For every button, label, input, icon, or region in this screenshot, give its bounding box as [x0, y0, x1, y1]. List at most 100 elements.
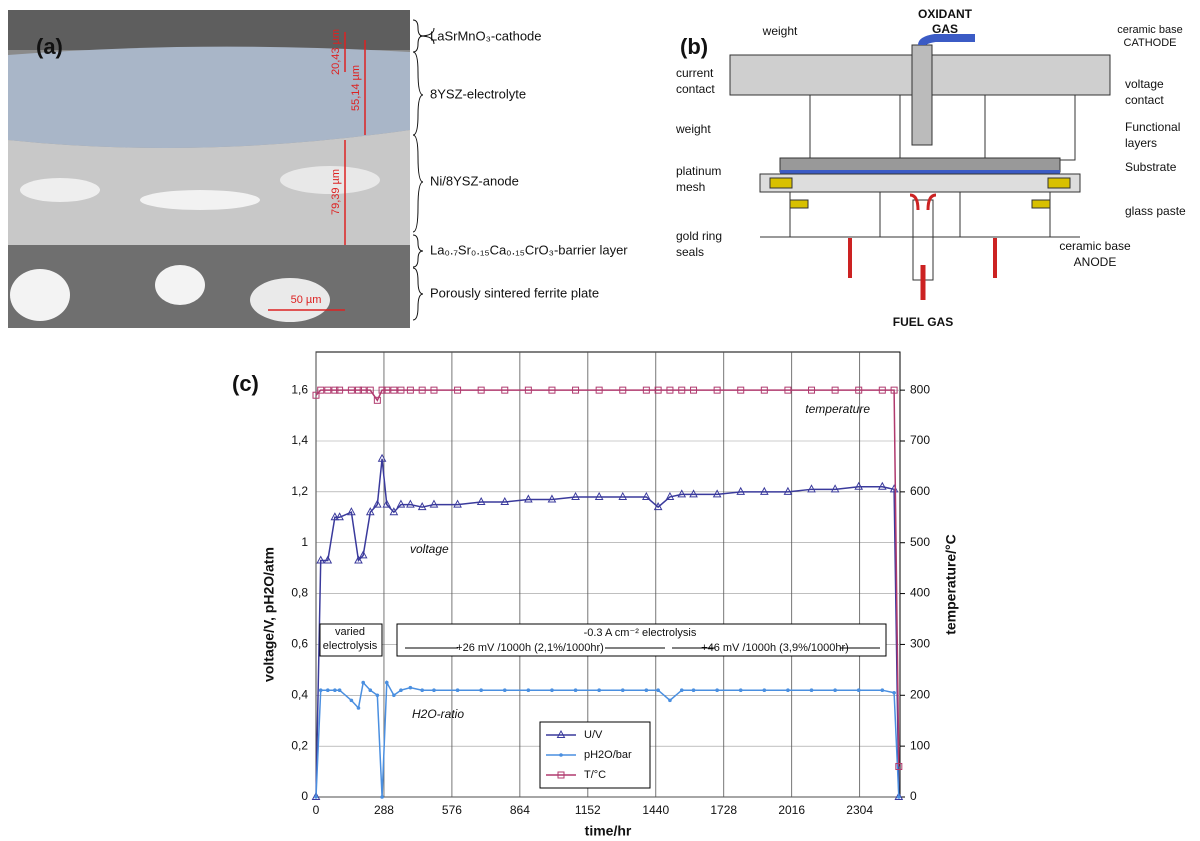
- point-marker: [715, 688, 719, 692]
- point-marker: [477, 386, 485, 394]
- annotation-box: [396, 623, 887, 657]
- point-marker: [383, 386, 391, 394]
- point-marker: [453, 499, 462, 508]
- y2-tick-label: 700: [910, 433, 930, 447]
- point-marker: [318, 688, 323, 692]
- point-marker: [399, 688, 403, 692]
- point-marker: [502, 688, 507, 692]
- point-marker: [365, 507, 375, 516]
- point-marker: [408, 685, 413, 690]
- point-marker: [396, 499, 406, 508]
- point-marker: [373, 499, 382, 508]
- point-marker: [312, 391, 320, 399]
- y2-tick-label: 400: [910, 586, 930, 600]
- diagram-label: contact: [676, 82, 715, 96]
- point-marker: [336, 386, 344, 394]
- x-tick-label: 864: [510, 803, 530, 817]
- point-marker: [524, 494, 533, 503]
- diagram-label: CATHODE: [1124, 37, 1177, 49]
- point-marker: [597, 688, 601, 692]
- point-marker: [642, 491, 651, 500]
- layer-label: La₀.₇Sr₀.₁₅Ca₀.₁₅CrO₃-barrier layer: [430, 242, 628, 257]
- layer-label: Ni/8YSZ-anode: [430, 173, 519, 188]
- point-marker: [618, 491, 628, 500]
- point-marker: [347, 507, 356, 516]
- point-marker: [380, 795, 384, 799]
- diagram-label: weight: [762, 24, 798, 38]
- point-marker: [678, 386, 686, 394]
- point-marker: [384, 680, 389, 685]
- measurement: 20,43 µm: [330, 29, 342, 75]
- diagram-label: mesh: [676, 180, 705, 194]
- point-marker: [594, 491, 604, 500]
- x-tick-label: 576: [442, 803, 462, 817]
- series-line: [315, 679, 900, 798]
- point-marker: [406, 386, 414, 394]
- legend-marker: [559, 753, 563, 757]
- point-marker: [500, 496, 510, 506]
- x-tick-label: 1440: [642, 803, 669, 817]
- point-marker: [760, 386, 768, 394]
- diagram-label: glass paste: [1125, 204, 1186, 218]
- annotation: H2O-ratio: [412, 707, 464, 721]
- point-marker: [712, 489, 722, 498]
- point-marker: [430, 386, 438, 394]
- point-marker: [595, 386, 603, 394]
- point-marker: [359, 386, 367, 394]
- diagram-label: seals: [676, 245, 704, 259]
- point-marker: [501, 386, 509, 394]
- diagram-label: Substrate: [1125, 160, 1177, 174]
- point-marker: [762, 688, 767, 692]
- x-tick-label: 2016: [778, 803, 805, 817]
- point-marker: [476, 496, 486, 506]
- x-tick-label: 1728: [710, 803, 737, 817]
- point-marker: [691, 688, 696, 692]
- y2-tick-label: 0: [910, 789, 917, 803]
- point-marker: [572, 386, 580, 394]
- diagram-label: GAS: [932, 22, 958, 36]
- y2-tick-label: 100: [910, 738, 930, 752]
- x-tick-label: 1152: [575, 803, 601, 817]
- chart: 0 0,2 0,4 0,6 0,8 1 1,2 1,4 1,6 0 100 200 300 400 500 6…: [261, 351, 959, 839]
- point-marker: [382, 499, 392, 508]
- diagram-label: ANODE: [1074, 255, 1117, 269]
- point-marker: [759, 486, 769, 495]
- diagram-label: ceramic base: [1117, 24, 1182, 36]
- point-marker: [349, 698, 354, 703]
- point-marker: [390, 386, 398, 394]
- y-tick-label: 0: [301, 789, 308, 803]
- point-marker: [429, 499, 439, 508]
- diagram-label: FUEL GAS: [893, 315, 953, 329]
- point-marker: [347, 386, 355, 394]
- micrograph: [8, 10, 410, 328]
- diagram-label: gold ring: [676, 229, 722, 243]
- point-marker: [366, 386, 374, 394]
- point-marker: [389, 507, 399, 516]
- point-marker: [354, 555, 363, 564]
- point-marker: [324, 386, 332, 394]
- point-marker: [524, 386, 532, 394]
- point-marker: [737, 386, 745, 394]
- annotation: -0.3 A cm⁻² electrolysis: [584, 627, 697, 639]
- point-marker: [333, 688, 337, 692]
- y-tick-label: 0,4: [291, 687, 308, 701]
- y-tick-label: 0,2: [291, 738, 308, 752]
- y-tick-label: 1,4: [291, 433, 308, 447]
- point-marker: [361, 680, 365, 685]
- point-marker: [406, 499, 415, 508]
- measurement: 50 µm: [291, 294, 322, 306]
- annotation-box: [319, 623, 383, 657]
- point-marker: [665, 491, 675, 500]
- point-marker: [619, 386, 627, 394]
- layer-label: LaSrMnO₃-cathode: [430, 28, 542, 43]
- legend-label: U/V: [584, 729, 603, 741]
- diagram-label: current: [676, 66, 714, 80]
- layer-label: Porously sintered ferrite plate: [430, 285, 599, 300]
- diagram-label: platinum: [676, 164, 721, 178]
- point-marker: [479, 688, 483, 692]
- point-marker: [550, 688, 554, 692]
- point-marker: [736, 486, 746, 495]
- point-marker: [317, 386, 325, 394]
- point-marker: [830, 484, 840, 493]
- point-marker: [877, 481, 887, 490]
